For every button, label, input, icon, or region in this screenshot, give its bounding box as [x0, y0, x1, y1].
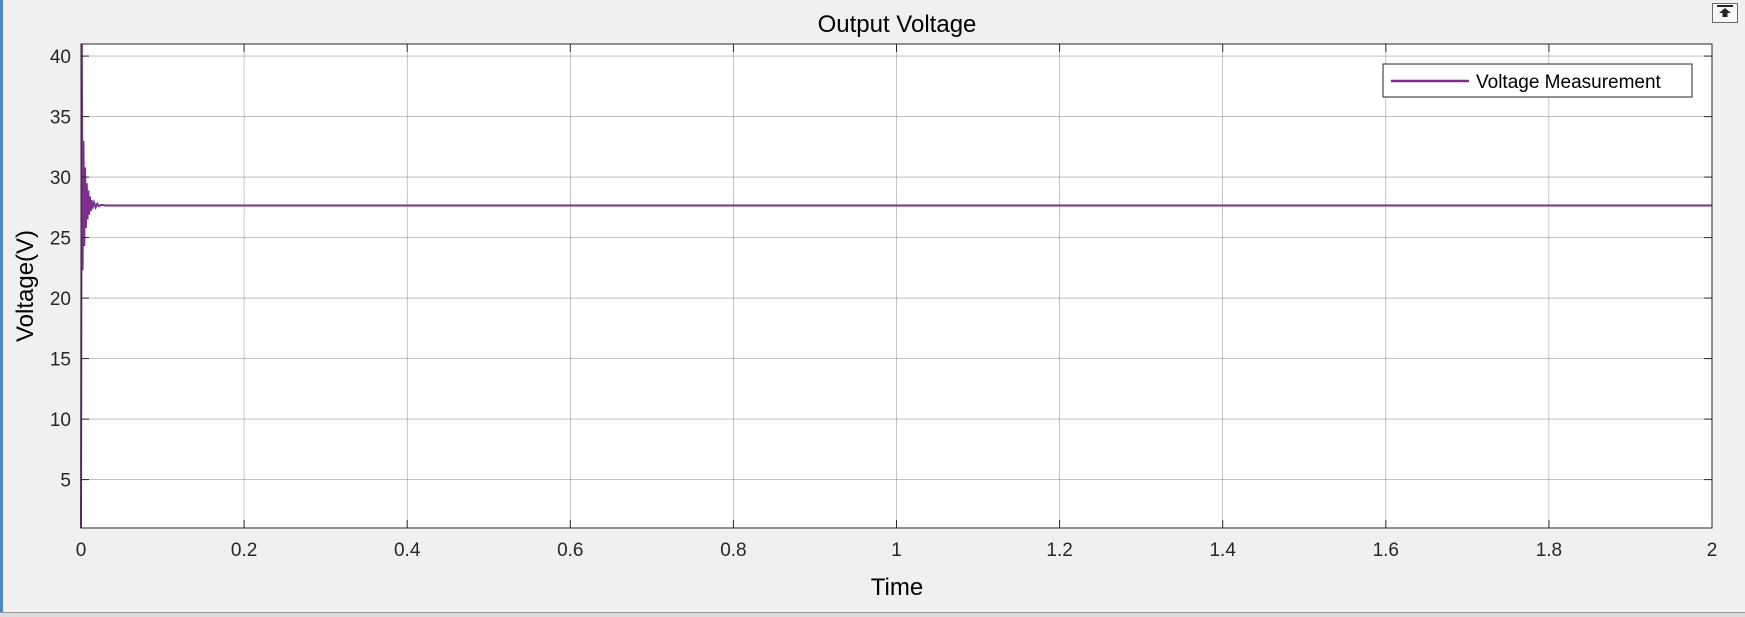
axis-ticks: 0 0.2 0.4 0.6 0.8 1 1.2 1.4 1.6 1.8 25101520253035… — [50, 44, 1717, 561]
plot-area — [81, 44, 1712, 528]
series-line-voltage-measurement — [80, 43, 1712, 529]
x-axis-title: Time — [871, 574, 923, 601]
x-tick-label: 1.6 — [1373, 540, 1399, 561]
x-tick-label: 0.4 — [394, 540, 421, 561]
y-axis-title: Voltage(V) — [12, 230, 39, 342]
legend: Voltage Measurement — [1382, 63, 1693, 98]
y-tick-label: 5 — [60, 471, 71, 492]
legend-label-voltage-measurement: Voltage Measurement — [1476, 72, 1662, 93]
undock-button[interactable] — [1712, 3, 1738, 23]
y-tick-label: 25 — [50, 229, 71, 250]
x-tick-label: 2 — [1707, 540, 1718, 561]
window-frame-left — [0, 0, 3, 617]
y-tick-label: 10 — [50, 410, 71, 431]
grid-lines — [81, 44, 1712, 528]
x-tick-label: 0.6 — [557, 540, 583, 561]
x-tick-label: 1.4 — [1209, 540, 1236, 561]
chart-title: Output Voltage — [818, 11, 977, 38]
y-tick-label: 30 — [50, 168, 71, 189]
y-tick-label: 35 — [50, 108, 71, 129]
undock-icon — [1716, 4, 1734, 23]
y-tick-label: 40 — [50, 47, 71, 68]
y-tick-label: 15 — [50, 350, 71, 371]
x-tick-label: 1.2 — [1046, 540, 1072, 561]
x-tick-label: 1 — [891, 540, 902, 561]
window-frame-bottom — [0, 612, 1745, 617]
x-tick-label: 0.2 — [231, 540, 257, 561]
x-tick-label: 0 — [76, 540, 87, 561]
x-tick-label: 1.8 — [1536, 540, 1562, 561]
x-tick-label: 0.8 — [720, 540, 746, 561]
y-tick-label: 20 — [50, 289, 71, 310]
series-layer — [80, 43, 1712, 529]
